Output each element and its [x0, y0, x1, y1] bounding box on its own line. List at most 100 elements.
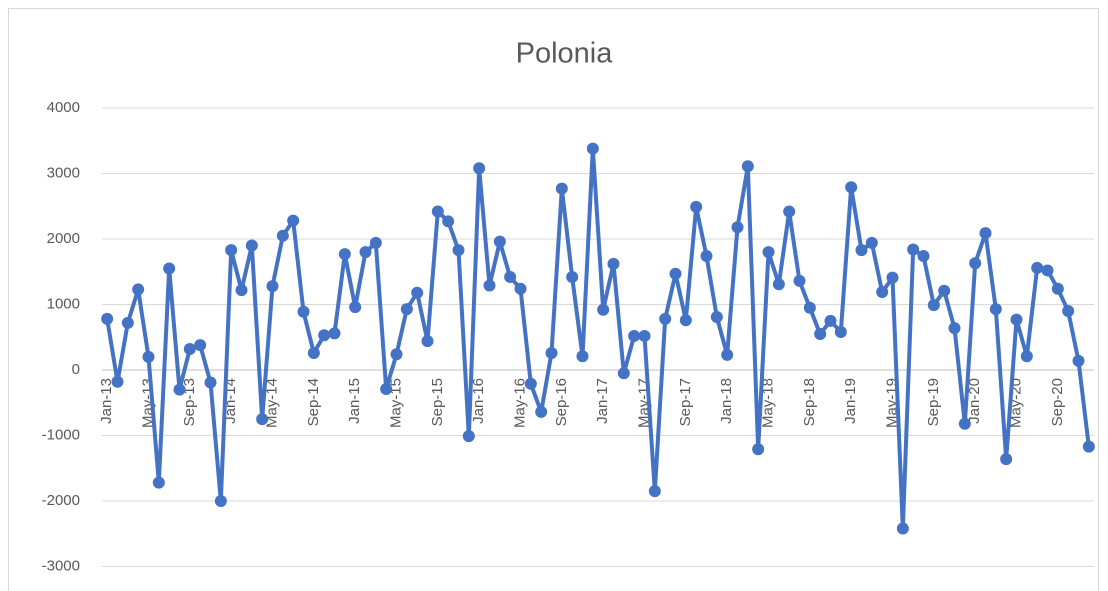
point [855, 244, 868, 257]
point [183, 343, 196, 356]
point [307, 346, 320, 359]
point [194, 339, 207, 352]
point [648, 485, 661, 498]
point [597, 303, 610, 316]
point [1051, 282, 1064, 295]
point [121, 316, 134, 329]
point [225, 244, 238, 257]
point [483, 279, 496, 292]
point [132, 283, 145, 296]
x-tick-label: Jan-13 [98, 378, 115, 424]
point [380, 382, 393, 395]
point [907, 243, 920, 256]
point [896, 522, 909, 535]
point [803, 301, 816, 314]
point [266, 280, 279, 293]
point [865, 236, 878, 249]
point [948, 322, 961, 335]
point [545, 346, 558, 359]
point [669, 267, 682, 280]
point [607, 257, 620, 270]
point [1072, 354, 1085, 367]
point [731, 221, 744, 234]
point [493, 235, 506, 248]
y-tick-label: 3000 [47, 164, 80, 181]
point [845, 181, 858, 194]
point [369, 236, 382, 249]
point [659, 312, 672, 325]
point [173, 383, 186, 396]
point [204, 376, 217, 389]
x-tick-label: Sep-14 [305, 378, 322, 426]
point [535, 405, 548, 418]
point [101, 312, 114, 325]
point [586, 142, 599, 155]
point [142, 350, 155, 363]
point [876, 286, 889, 299]
point [1041, 264, 1054, 277]
point [256, 413, 269, 426]
point [245, 239, 258, 252]
point [411, 286, 424, 299]
point [163, 262, 176, 275]
point [741, 160, 754, 173]
point [927, 299, 940, 312]
point [504, 270, 517, 283]
point [783, 205, 796, 218]
y-tick-label: -2000 [42, 492, 80, 509]
series-line [105, 146, 1091, 531]
point [421, 335, 434, 348]
point [576, 350, 589, 363]
point [917, 250, 930, 263]
point [514, 282, 527, 295]
point [979, 227, 992, 240]
point [566, 270, 579, 283]
point [989, 303, 1002, 316]
point [431, 205, 444, 218]
point [1010, 313, 1023, 326]
x-tick-label: May-16 [511, 378, 528, 428]
x-tick-label: Sep-18 [801, 378, 818, 426]
point [617, 367, 630, 380]
point [152, 476, 165, 489]
point [287, 214, 300, 227]
x-tick-label: Sep-17 [677, 378, 694, 426]
y-tick-label: 0 [72, 361, 80, 378]
point [886, 271, 899, 284]
y-tick-label: -3000 [42, 557, 80, 574]
y-tick-label: 4000 [47, 99, 80, 116]
point [1031, 261, 1044, 274]
point [235, 284, 248, 297]
point [638, 329, 651, 342]
point [462, 430, 475, 443]
x-tick-label: Jan-19 [842, 378, 859, 424]
point [969, 257, 982, 270]
x-tick-label: Sep-19 [925, 378, 942, 426]
point [442, 215, 455, 228]
chart-title: Polonia [516, 38, 614, 70]
x-tick-label: May-14 [263, 378, 280, 428]
point [700, 250, 713, 263]
point [452, 244, 465, 257]
point [349, 301, 362, 314]
point [1082, 440, 1095, 453]
point [214, 495, 227, 507]
point [628, 329, 641, 342]
x-tick-label: Jan-15 [346, 378, 363, 424]
point [710, 310, 723, 323]
point [555, 182, 568, 195]
point [524, 377, 537, 390]
point [772, 278, 785, 291]
y-tick-label: -1000 [42, 426, 80, 443]
point [1020, 350, 1033, 363]
x-tick-label: Sep-20 [1049, 378, 1066, 426]
point [679, 314, 692, 327]
point [824, 314, 837, 327]
point [938, 284, 951, 297]
point [814, 327, 827, 340]
point [752, 443, 765, 456]
point [400, 303, 413, 316]
point [318, 329, 331, 342]
point [1000, 453, 1013, 466]
